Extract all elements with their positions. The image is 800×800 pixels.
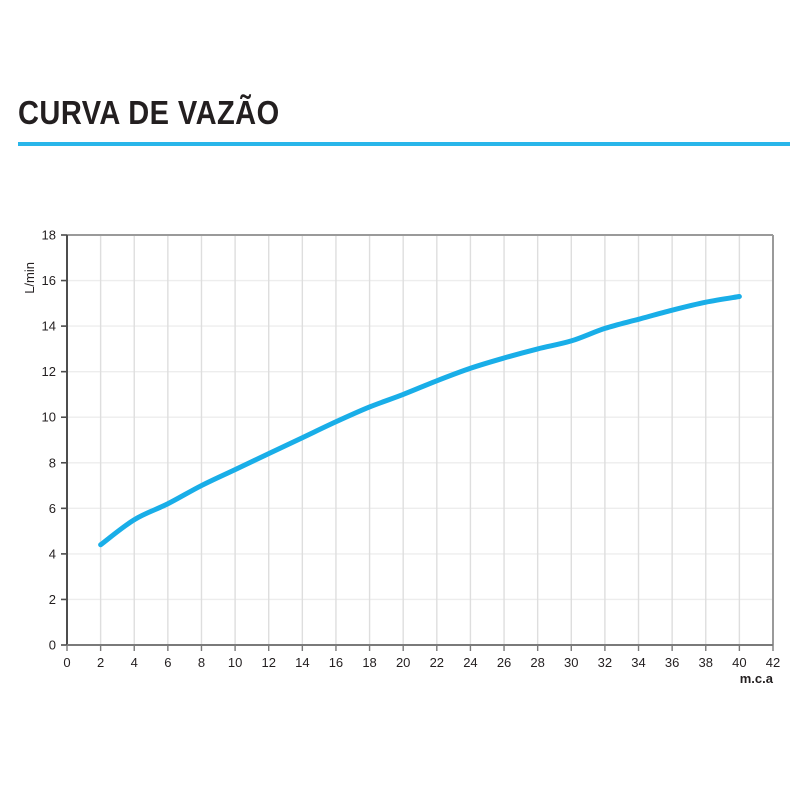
- x-tick-label: 18: [362, 655, 376, 670]
- x-tick-label: 2: [97, 655, 104, 670]
- x-tick-label: 6: [164, 655, 171, 670]
- x-tick-label: 14: [295, 655, 309, 670]
- x-tick-label: 20: [396, 655, 410, 670]
- horizontal-gridlines: [67, 234, 773, 601]
- y-tick-label: 14: [42, 319, 56, 334]
- y-tick-label: 8: [49, 455, 56, 470]
- x-tick-label: 12: [261, 655, 275, 670]
- vertical-gridlines: [99, 235, 741, 645]
- x-axis-ticks: [66, 645, 774, 651]
- y-tick-label: 16: [42, 273, 56, 288]
- x-tick-label: 0: [63, 655, 70, 670]
- chart-header: CURVA DE VAZÃO: [18, 96, 790, 146]
- x-tick-label: 28: [530, 655, 544, 670]
- x-tick-label: 30: [564, 655, 578, 670]
- y-axis-ticks: [61, 234, 67, 646]
- x-tick-label: 36: [665, 655, 679, 670]
- y-tick-label: 18: [42, 228, 56, 243]
- x-tick-label: 10: [228, 655, 242, 670]
- y-tick-label: 4: [49, 546, 56, 561]
- y-tick-label: 10: [42, 410, 56, 425]
- y-axis-tick-labels: 0 2 4 6 8 10 12 14 16 18: [42, 228, 56, 653]
- y-tick-label: 6: [49, 501, 56, 516]
- x-tick-label: 22: [430, 655, 444, 670]
- page-title: CURVA DE VAZÃO: [18, 94, 280, 131]
- x-tick-label: 24: [463, 655, 477, 670]
- x-tick-label: 38: [699, 655, 713, 670]
- y-axis-title: L/min: [22, 262, 37, 294]
- y-tick-label: 12: [42, 364, 56, 379]
- x-axis-tick-labels: 0 2 4 6 8 10 12 14 16 18 20 22 24 26 28 30 32 34 36 38 40 42: [63, 655, 780, 670]
- x-tick-label: 34: [631, 655, 645, 670]
- x-tick-label: 8: [198, 655, 205, 670]
- x-tick-label: 16: [329, 655, 343, 670]
- y-tick-label: 2: [49, 592, 56, 607]
- x-axis-title: m.c.a: [740, 671, 774, 686]
- title-underline-rule: [18, 142, 790, 146]
- flow-curve-line: [98, 294, 742, 548]
- x-tick-label: 32: [598, 655, 612, 670]
- x-tick-label: 26: [497, 655, 511, 670]
- x-tick-label: 4: [131, 655, 138, 670]
- y-tick-label: 0: [49, 638, 56, 653]
- x-tick-label: 40: [732, 655, 746, 670]
- x-tick-label: 42: [766, 655, 780, 670]
